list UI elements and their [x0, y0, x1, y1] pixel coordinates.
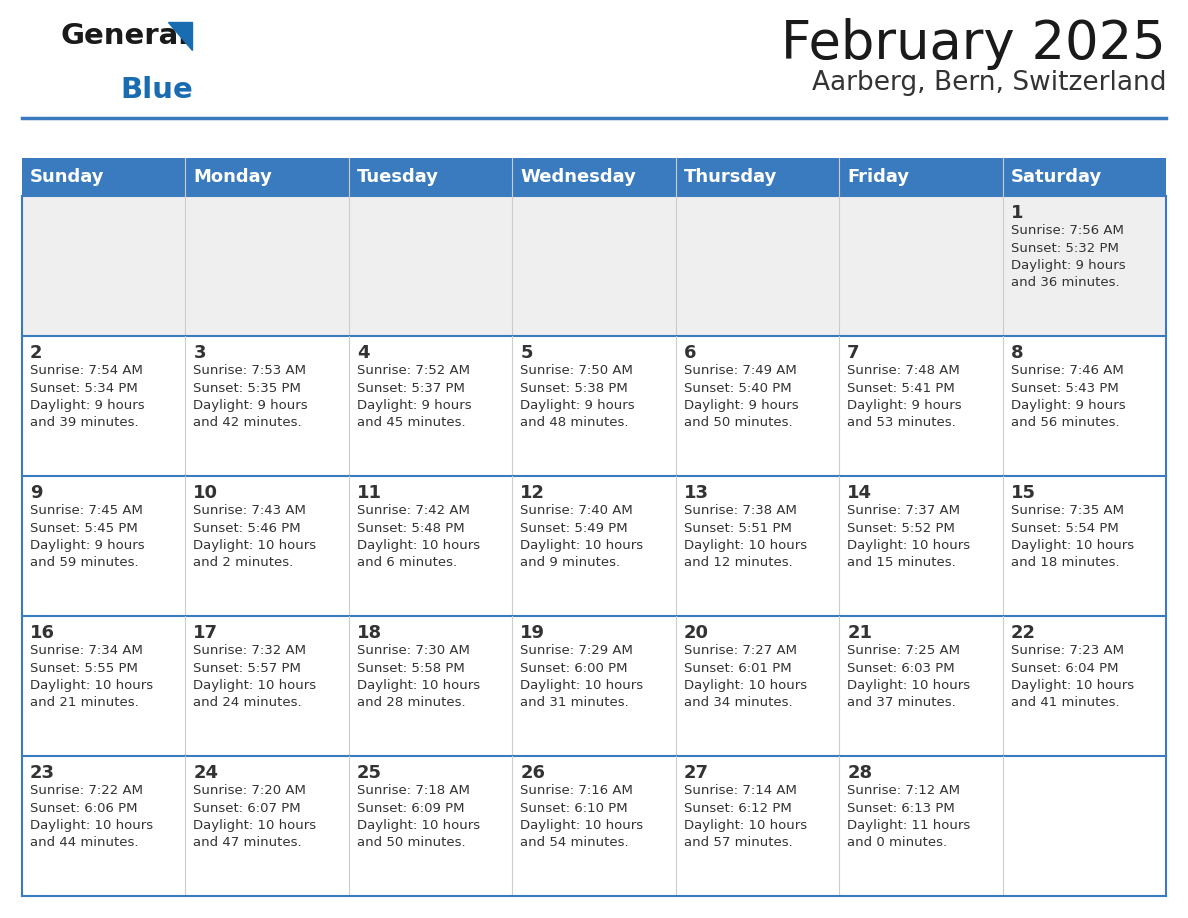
- Text: 1: 1: [1011, 204, 1023, 222]
- Polygon shape: [168, 22, 192, 50]
- Text: February 2025: February 2025: [782, 18, 1165, 70]
- Text: Sunrise: 7:35 AM
Sunset: 5:54 PM
Daylight: 10 hours
and 18 minutes.: Sunrise: 7:35 AM Sunset: 5:54 PM Dayligh…: [1011, 504, 1133, 569]
- Text: Sunrise: 7:45 AM
Sunset: 5:45 PM
Daylight: 9 hours
and 59 minutes.: Sunrise: 7:45 AM Sunset: 5:45 PM Dayligh…: [30, 504, 145, 569]
- Text: 25: 25: [356, 764, 381, 782]
- Text: 15: 15: [1011, 484, 1036, 502]
- Text: 4: 4: [356, 344, 369, 362]
- Text: Sunrise: 7:14 AM
Sunset: 6:12 PM
Daylight: 10 hours
and 57 minutes.: Sunrise: 7:14 AM Sunset: 6:12 PM Dayligh…: [684, 784, 807, 849]
- Text: 20: 20: [684, 624, 709, 642]
- Bar: [23, 158, 185, 196]
- Text: Sunrise: 7:49 AM
Sunset: 5:40 PM
Daylight: 9 hours
and 50 minutes.: Sunrise: 7:49 AM Sunset: 5:40 PM Dayligh…: [684, 364, 798, 430]
- Bar: [23, 616, 1165, 756]
- Bar: [676, 158, 839, 196]
- Text: 14: 14: [847, 484, 872, 502]
- Text: Sunrise: 7:29 AM
Sunset: 6:00 PM
Daylight: 10 hours
and 31 minutes.: Sunrise: 7:29 AM Sunset: 6:00 PM Dayligh…: [520, 644, 644, 710]
- Text: 11: 11: [356, 484, 381, 502]
- Text: Monday: Monday: [194, 168, 272, 186]
- Text: Saturday: Saturday: [1011, 168, 1101, 186]
- Text: 18: 18: [356, 624, 383, 642]
- Text: Sunrise: 7:18 AM
Sunset: 6:09 PM
Daylight: 10 hours
and 50 minutes.: Sunrise: 7:18 AM Sunset: 6:09 PM Dayligh…: [356, 784, 480, 849]
- Text: 17: 17: [194, 624, 219, 642]
- Text: Sunrise: 7:34 AM
Sunset: 5:55 PM
Daylight: 10 hours
and 21 minutes.: Sunrise: 7:34 AM Sunset: 5:55 PM Dayligh…: [30, 644, 153, 710]
- Text: Sunrise: 7:48 AM
Sunset: 5:41 PM
Daylight: 9 hours
and 53 minutes.: Sunrise: 7:48 AM Sunset: 5:41 PM Dayligh…: [847, 364, 962, 430]
- Text: 22: 22: [1011, 624, 1036, 642]
- Text: Sunrise: 7:30 AM
Sunset: 5:58 PM
Daylight: 10 hours
and 28 minutes.: Sunrise: 7:30 AM Sunset: 5:58 PM Dayligh…: [356, 644, 480, 710]
- Text: Blue: Blue: [120, 76, 192, 104]
- Text: 3: 3: [194, 344, 206, 362]
- Text: Sunrise: 7:54 AM
Sunset: 5:34 PM
Daylight: 9 hours
and 39 minutes.: Sunrise: 7:54 AM Sunset: 5:34 PM Dayligh…: [30, 364, 145, 430]
- Text: 9: 9: [30, 484, 43, 502]
- Bar: [185, 158, 349, 196]
- Bar: [1003, 158, 1165, 196]
- Text: Sunrise: 7:12 AM
Sunset: 6:13 PM
Daylight: 11 hours
and 0 minutes.: Sunrise: 7:12 AM Sunset: 6:13 PM Dayligh…: [847, 784, 971, 849]
- Text: 26: 26: [520, 764, 545, 782]
- Bar: [23, 756, 1165, 896]
- Text: 10: 10: [194, 484, 219, 502]
- Text: 27: 27: [684, 764, 709, 782]
- Text: Sunrise: 7:52 AM
Sunset: 5:37 PM
Daylight: 9 hours
and 45 minutes.: Sunrise: 7:52 AM Sunset: 5:37 PM Dayligh…: [356, 364, 472, 430]
- Text: Sunrise: 7:25 AM
Sunset: 6:03 PM
Daylight: 10 hours
and 37 minutes.: Sunrise: 7:25 AM Sunset: 6:03 PM Dayligh…: [847, 644, 971, 710]
- Text: Sunrise: 7:43 AM
Sunset: 5:46 PM
Daylight: 10 hours
and 2 minutes.: Sunrise: 7:43 AM Sunset: 5:46 PM Dayligh…: [194, 504, 316, 569]
- Text: 28: 28: [847, 764, 872, 782]
- Text: 19: 19: [520, 624, 545, 642]
- Text: Sunrise: 7:42 AM
Sunset: 5:48 PM
Daylight: 10 hours
and 6 minutes.: Sunrise: 7:42 AM Sunset: 5:48 PM Dayligh…: [356, 504, 480, 569]
- Text: Sunday: Sunday: [30, 168, 105, 186]
- Text: General: General: [61, 22, 189, 50]
- Text: Aarberg, Bern, Switzerland: Aarberg, Bern, Switzerland: [811, 70, 1165, 96]
- Bar: [512, 158, 676, 196]
- Bar: [349, 158, 512, 196]
- Text: 6: 6: [684, 344, 696, 362]
- Text: Sunrise: 7:53 AM
Sunset: 5:35 PM
Daylight: 9 hours
and 42 minutes.: Sunrise: 7:53 AM Sunset: 5:35 PM Dayligh…: [194, 364, 308, 430]
- Text: 2: 2: [30, 344, 43, 362]
- Text: Sunrise: 7:40 AM
Sunset: 5:49 PM
Daylight: 10 hours
and 9 minutes.: Sunrise: 7:40 AM Sunset: 5:49 PM Dayligh…: [520, 504, 644, 569]
- Text: 16: 16: [30, 624, 55, 642]
- Bar: [23, 196, 1165, 336]
- Text: Sunrise: 7:50 AM
Sunset: 5:38 PM
Daylight: 9 hours
and 48 minutes.: Sunrise: 7:50 AM Sunset: 5:38 PM Dayligh…: [520, 364, 634, 430]
- Text: 5: 5: [520, 344, 532, 362]
- Text: Sunrise: 7:16 AM
Sunset: 6:10 PM
Daylight: 10 hours
and 54 minutes.: Sunrise: 7:16 AM Sunset: 6:10 PM Dayligh…: [520, 784, 644, 849]
- Bar: [839, 158, 1003, 196]
- Text: 7: 7: [847, 344, 860, 362]
- Text: Thursday: Thursday: [684, 168, 777, 186]
- Text: 21: 21: [847, 624, 872, 642]
- Text: Sunrise: 7:22 AM
Sunset: 6:06 PM
Daylight: 10 hours
and 44 minutes.: Sunrise: 7:22 AM Sunset: 6:06 PM Dayligh…: [30, 784, 153, 849]
- Text: Sunrise: 7:32 AM
Sunset: 5:57 PM
Daylight: 10 hours
and 24 minutes.: Sunrise: 7:32 AM Sunset: 5:57 PM Dayligh…: [194, 644, 316, 710]
- Text: 13: 13: [684, 484, 709, 502]
- Text: Friday: Friday: [847, 168, 909, 186]
- Text: Sunrise: 7:23 AM
Sunset: 6:04 PM
Daylight: 10 hours
and 41 minutes.: Sunrise: 7:23 AM Sunset: 6:04 PM Dayligh…: [1011, 644, 1133, 710]
- Bar: [23, 336, 1165, 476]
- Text: 12: 12: [520, 484, 545, 502]
- Text: 24: 24: [194, 764, 219, 782]
- Bar: [23, 476, 1165, 616]
- Text: Tuesday: Tuesday: [356, 168, 438, 186]
- Text: Wednesday: Wednesday: [520, 168, 636, 186]
- Text: Sunrise: 7:20 AM
Sunset: 6:07 PM
Daylight: 10 hours
and 47 minutes.: Sunrise: 7:20 AM Sunset: 6:07 PM Dayligh…: [194, 784, 316, 849]
- Text: 8: 8: [1011, 344, 1023, 362]
- Text: Sunrise: 7:37 AM
Sunset: 5:52 PM
Daylight: 10 hours
and 15 minutes.: Sunrise: 7:37 AM Sunset: 5:52 PM Dayligh…: [847, 504, 971, 569]
- Text: 23: 23: [30, 764, 55, 782]
- Text: Sunrise: 7:56 AM
Sunset: 5:32 PM
Daylight: 9 hours
and 36 minutes.: Sunrise: 7:56 AM Sunset: 5:32 PM Dayligh…: [1011, 224, 1125, 289]
- Text: Sunrise: 7:46 AM
Sunset: 5:43 PM
Daylight: 9 hours
and 56 minutes.: Sunrise: 7:46 AM Sunset: 5:43 PM Dayligh…: [1011, 364, 1125, 430]
- Text: Sunrise: 7:38 AM
Sunset: 5:51 PM
Daylight: 10 hours
and 12 minutes.: Sunrise: 7:38 AM Sunset: 5:51 PM Dayligh…: [684, 504, 807, 569]
- Text: Sunrise: 7:27 AM
Sunset: 6:01 PM
Daylight: 10 hours
and 34 minutes.: Sunrise: 7:27 AM Sunset: 6:01 PM Dayligh…: [684, 644, 807, 710]
